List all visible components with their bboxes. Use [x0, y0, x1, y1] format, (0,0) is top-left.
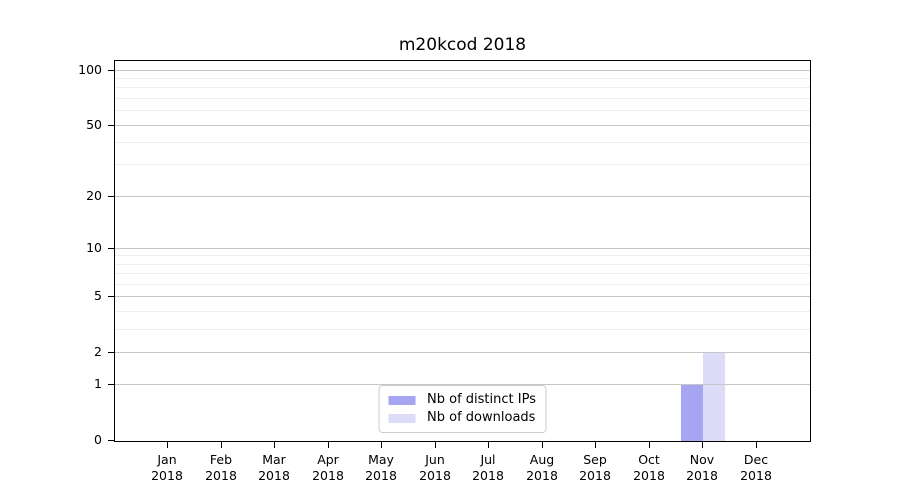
- x-axis: Jan 2018 Feb 2018 Mar 2018 Apr 2018 May 2018 Jun 20…: [114, 442, 811, 494]
- y-tick-mark: [108, 352, 114, 353]
- chart-title: m20kcod 2018: [398, 35, 527, 55]
- legend-swatch-distinct-ips: [388, 395, 416, 405]
- x-tick-label: Jan 2018: [151, 452, 183, 483]
- x-tick-mark: [274, 442, 275, 448]
- plot-area: Nb of distinct IPs Nb of downloads: [114, 60, 811, 442]
- y-tick-label: 2: [94, 344, 102, 359]
- gridline: [115, 311, 810, 312]
- gridline: [115, 70, 810, 71]
- y-tick-mark: [108, 70, 114, 71]
- y-tick-mark: [108, 384, 114, 385]
- y-tick-label: 1: [94, 376, 102, 391]
- x-tick-label: Nov 2018: [686, 452, 718, 483]
- gridline: [115, 110, 810, 111]
- x-tick-mark: [756, 442, 757, 448]
- x-tick-label: Apr 2018: [312, 452, 344, 483]
- legend-item-downloads: Nb of downloads: [388, 409, 536, 427]
- y-tick-label: 50: [86, 117, 102, 132]
- x-tick-label: May 2018: [365, 452, 397, 483]
- legend: Nb of distinct IPs Nb of downloads: [378, 385, 547, 433]
- gridline: [115, 352, 810, 353]
- y-tick-mark: [108, 248, 114, 249]
- gridline: [115, 296, 810, 297]
- gridline: [115, 248, 810, 249]
- x-tick-mark: [167, 442, 168, 448]
- gridline: [115, 98, 810, 99]
- x-tick-label: Jul 2018: [472, 452, 504, 483]
- y-tick-label: 0: [94, 432, 102, 447]
- y-tick-mark: [108, 196, 114, 197]
- gridline: [115, 329, 810, 330]
- gridline: [115, 384, 810, 385]
- x-tick-label: Sep 2018: [579, 452, 611, 483]
- x-tick-label: Jun 2018: [419, 452, 451, 483]
- gridline: [115, 264, 810, 265]
- x-tick-label: Aug 2018: [526, 452, 558, 483]
- gridline: [115, 164, 810, 165]
- gridline: [115, 196, 810, 197]
- bar-distinct-ips: [681, 385, 703, 441]
- legend-label-downloads: Nb of downloads: [427, 410, 536, 425]
- gridline: [115, 273, 810, 274]
- legend-label-distinct-ips: Nb of distinct IPs: [427, 392, 536, 407]
- legend-swatch-downloads: [388, 413, 416, 423]
- x-tick-label: Oct 2018: [633, 452, 665, 483]
- bar-downloads: [703, 353, 725, 441]
- x-tick-mark: [435, 442, 436, 448]
- gridline: [115, 78, 810, 79]
- y-tick-mark: [108, 440, 114, 441]
- y-tick-label: 20: [86, 188, 102, 203]
- x-tick-label: Mar 2018: [258, 452, 290, 483]
- gridline: [115, 87, 810, 88]
- y-tick-mark: [108, 296, 114, 297]
- x-tick-mark: [381, 442, 382, 448]
- x-tick-mark: [702, 442, 703, 448]
- y-tick-label: 10: [86, 240, 102, 255]
- x-tick-mark: [595, 442, 596, 448]
- y-axis: 0 1 2 5 10 20 50 100: [0, 60, 114, 447]
- gridline: [115, 255, 810, 256]
- x-tick-mark: [649, 442, 650, 448]
- y-tick-label: 5: [94, 288, 102, 303]
- y-tick-mark: [108, 125, 114, 126]
- x-tick-mark: [221, 442, 222, 448]
- x-tick-mark: [542, 442, 543, 448]
- gridline: [115, 125, 810, 126]
- x-tick-mark: [328, 442, 329, 448]
- x-tick-label: Dec 2018: [740, 452, 772, 483]
- gridline: [115, 142, 810, 143]
- x-tick-label: Feb 2018: [205, 452, 237, 483]
- grid-layer: [115, 61, 810, 441]
- y-tick-label: 100: [78, 62, 102, 77]
- bar-layer: [115, 61, 810, 441]
- legend-item-distinct-ips: Nb of distinct IPs: [388, 391, 536, 409]
- x-tick-mark: [488, 442, 489, 448]
- gridline: [115, 284, 810, 285]
